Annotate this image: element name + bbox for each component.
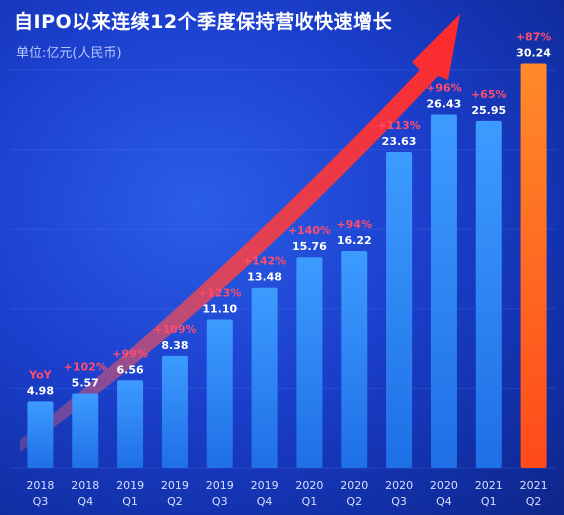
bar (117, 380, 144, 468)
tick-label-year: 2020 (340, 479, 368, 492)
tick-label-year: 2018 (26, 479, 54, 492)
growth-label: +113% (377, 119, 420, 132)
tick-label-year: 2021 (520, 479, 548, 492)
growth-label: +94% (336, 218, 372, 231)
bar-highlight (520, 63, 547, 468)
growth-label: +102% (64, 361, 107, 374)
tick-label-quarter: Q4 (257, 495, 273, 508)
tick-label-quarter: Q1 (481, 495, 497, 508)
value-label: 6.56 (117, 363, 144, 376)
value-label: 5.57 (72, 377, 99, 390)
bar (430, 114, 457, 468)
tick-label-year: 2020 (385, 479, 413, 492)
growth-label: +109% (153, 323, 196, 336)
value-label: 11.10 (202, 303, 237, 316)
growth-label: +140% (288, 224, 331, 237)
growth-label: +123% (198, 287, 241, 300)
bar (475, 120, 502, 468)
bar (296, 257, 323, 468)
bar (251, 287, 278, 468)
value-label: 4.98 (27, 384, 54, 397)
growth-label: +99% (112, 347, 148, 360)
tick-label-quarter: Q1 (122, 495, 138, 508)
bar (386, 151, 413, 469)
yoy-label: YoY (28, 368, 53, 381)
trend-arrow (20, 14, 460, 452)
growth-label: +142% (243, 255, 286, 268)
tick-label-quarter: Q3 (212, 495, 228, 508)
tick-label-year: 2020 (295, 479, 323, 492)
growth-label: +96% (426, 81, 462, 94)
bar (27, 401, 54, 468)
tick-label-quarter: Q3 (391, 495, 407, 508)
bar (161, 355, 188, 468)
value-label: 30.24 (516, 47, 551, 60)
tick-label-quarter: Q4 (77, 495, 93, 508)
value-label: 16.22 (337, 234, 372, 247)
growth-label: +87% (516, 31, 552, 44)
tick-label-year: 2019 (116, 479, 144, 492)
bar (341, 251, 368, 468)
labels: 4.98 YoY 5.57 +102% 6.56 +99% 8.38 +109% 11.10 +1… (27, 31, 552, 398)
value-label: 26.43 (427, 97, 462, 110)
tick-label-year: 2019 (206, 479, 234, 492)
value-label: 13.48 (247, 271, 282, 284)
tick-label-year: 2019 (251, 479, 279, 492)
tick-label-year: 2019 (161, 479, 189, 492)
bars (27, 63, 547, 469)
value-label: 25.95 (471, 104, 506, 117)
tick-label-year: 2020 (430, 479, 458, 492)
growth-label: +65% (471, 88, 507, 101)
value-label: 23.63 (382, 135, 417, 148)
trend-arrow-body (20, 14, 460, 452)
unit-label: 单位:亿元(人民币) (16, 46, 122, 61)
tick-label-quarter: Q1 (302, 495, 318, 508)
bar (206, 319, 233, 468)
tick-label-year: 2018 (71, 479, 99, 492)
tick-label-quarter: Q2 (526, 495, 542, 508)
value-label: 15.76 (292, 240, 327, 253)
bar (72, 393, 99, 468)
tick-label-year: 2021 (475, 479, 503, 492)
tick-label-quarter: Q4 (436, 495, 452, 508)
page-title: 自IPO以来连续12个季度保持营收快速增长 (14, 11, 393, 33)
value-label: 8.38 (161, 339, 188, 352)
tick-label-quarter: Q2 (167, 495, 183, 508)
x-axis: 2018 Q3 2018 Q4 2019 Q1 2019 Q2 2019 Q3 2019 Q4 2020… (26, 479, 547, 508)
tick-label-quarter: Q2 (346, 495, 362, 508)
tick-label-quarter: Q3 (33, 495, 49, 508)
